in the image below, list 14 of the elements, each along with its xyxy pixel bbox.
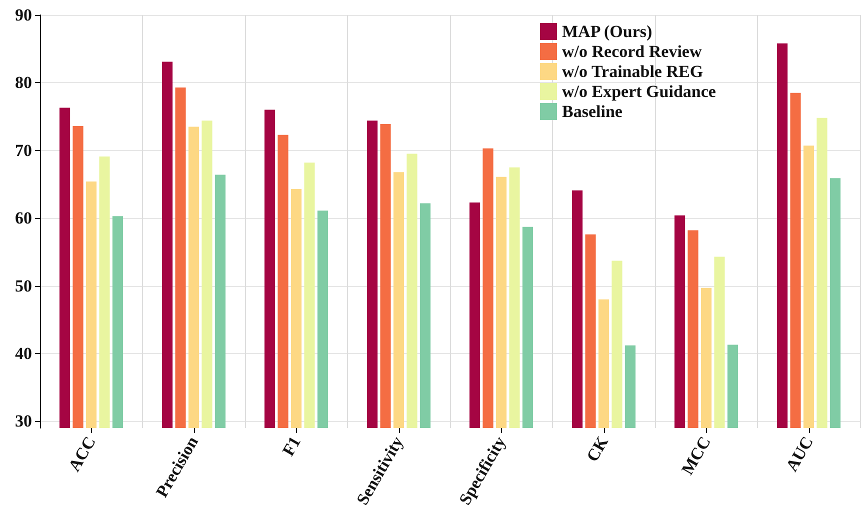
legend-label: w/o Trainable REG xyxy=(562,62,704,81)
y-tick-label: 50 xyxy=(15,276,32,296)
legend-label: Baseline xyxy=(562,102,623,121)
legend-label: w/o Record Review xyxy=(562,42,702,61)
x-tick-label: F1 xyxy=(278,433,304,460)
y-tick-label: 30 xyxy=(15,412,32,431)
y-tick-label: 80 xyxy=(15,73,32,92)
x-tick-label: CK xyxy=(582,432,612,465)
y-tick-label: 40 xyxy=(15,344,32,364)
y-tick-label: 60 xyxy=(15,208,32,228)
legend-label: MAP (Ours) xyxy=(562,22,652,41)
legend-label: w/o Expert Guidance xyxy=(562,82,716,101)
y-tick-label: 90 xyxy=(15,6,32,24)
y-tick-label: 70 xyxy=(15,140,32,160)
